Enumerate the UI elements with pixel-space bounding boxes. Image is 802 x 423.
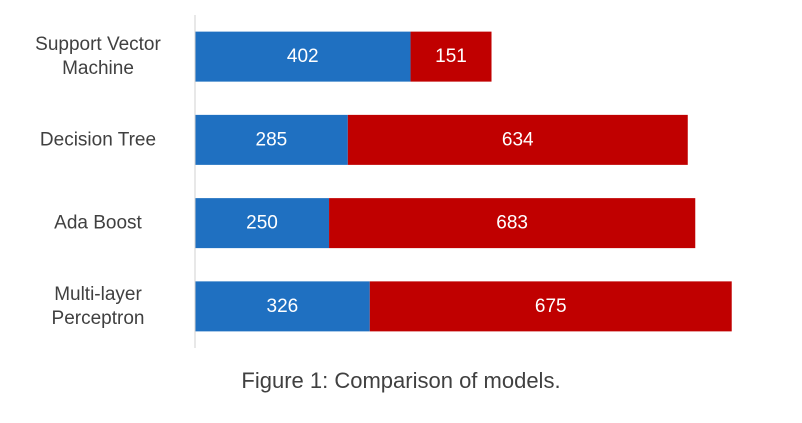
category-label-line: Decision Tree [40, 129, 156, 150]
bar-series1-cat2 [195, 114, 348, 165]
data-label-series2-cat3: 683 [496, 213, 528, 234]
data-label-series1-cat3: 250 [246, 213, 278, 234]
labels-layer: 402 151 Support Vector Machine 285 634 Decisio… [35, 34, 566, 329]
figure-caption: Figure 1: Comparison of models. [241, 368, 561, 393]
bar-series1-cat4 [195, 281, 370, 332]
category-label-4: Multi-layer Perceptron [52, 284, 145, 329]
data-label-series2-cat2: 634 [502, 129, 534, 150]
data-label-series2-cat1: 151 [435, 46, 467, 67]
bar-series2-cat4 [369, 281, 732, 332]
data-label-series1-cat2: 285 [256, 129, 288, 150]
bar-series1-cat1 [195, 31, 411, 82]
category-label-line: Machine [62, 58, 134, 79]
category-label-line: Perceptron [52, 308, 145, 329]
category-label-2: Decision Tree [40, 129, 156, 150]
bar-series2-cat3 [329, 198, 696, 249]
category-label-line: Multi-layer [54, 284, 142, 305]
bar-series2-cat2 [347, 114, 688, 165]
category-label-1: Support Vector Machine [35, 34, 161, 79]
data-label-series1-cat4: 326 [267, 296, 299, 317]
data-label-series2-cat4: 675 [535, 296, 567, 317]
bars-layer [195, 31, 732, 332]
category-label-line: Ada Boost [54, 213, 142, 234]
category-label-3: Ada Boost [54, 213, 142, 234]
bar-series1-cat3 [195, 198, 330, 249]
data-label-series1-cat1: 402 [287, 46, 319, 67]
bar-series2-cat1 [410, 31, 492, 82]
category-label-line: Support Vector [35, 34, 161, 55]
